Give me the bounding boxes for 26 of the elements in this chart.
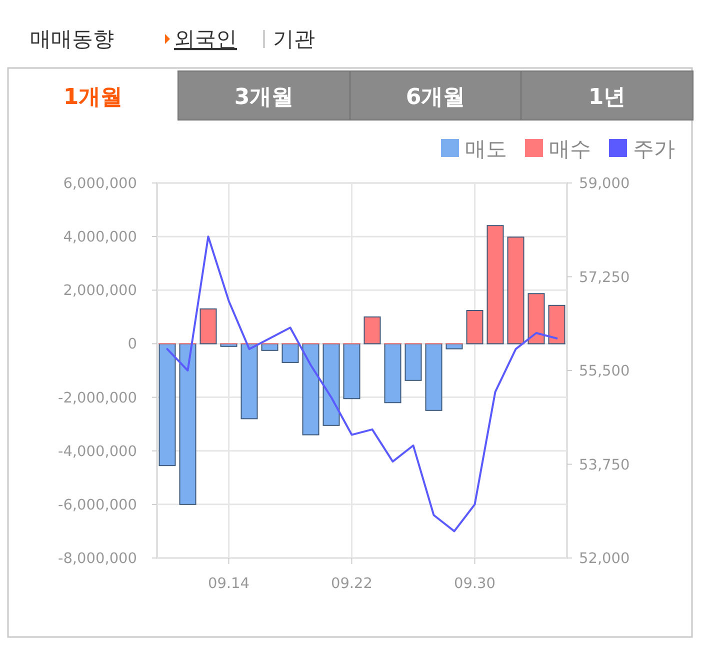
x-tick-label: 09.14 <box>208 576 250 592</box>
text: 기관 <box>273 27 315 51</box>
legend-label: 매수 <box>549 137 591 161</box>
y-tick-label: 4,000,000 <box>63 230 137 246</box>
text: 6개월 <box>406 85 466 110</box>
legend-label: 매도 <box>465 137 507 161</box>
y-tick-label: -2,000,000 <box>58 390 137 406</box>
y2-tick-label: 52,000 <box>579 551 630 567</box>
legend-label: 주가 <box>633 137 675 161</box>
y-tick-label: -6,000,000 <box>58 497 137 514</box>
y2-tick-label: 55,500 <box>579 364 630 380</box>
y2-tick-label: 53,750 <box>579 457 630 474</box>
y-tick-label: 0 <box>128 336 137 353</box>
x-tick-label: 09.22 <box>330 576 373 592</box>
y-tick-label: 6,000,000 <box>63 176 137 192</box>
chart-title: 매매동향 <box>30 27 114 51</box>
y-tick-label: -4,000,000 <box>58 444 137 460</box>
y-tick-label: -8,000,000 <box>58 551 137 567</box>
y2-tick-label: 59,000 <box>579 176 630 192</box>
text: 1개월 <box>63 85 123 110</box>
x-tick-label: 09.30 <box>454 576 496 592</box>
text: 외국인 <box>174 27 237 51</box>
text: 1년 <box>588 85 626 110</box>
text: 3개월 <box>234 85 294 110</box>
y-tick-label: 2,000,000 <box>63 283 137 300</box>
y2-tick-label: 57,250 <box>579 270 630 286</box>
